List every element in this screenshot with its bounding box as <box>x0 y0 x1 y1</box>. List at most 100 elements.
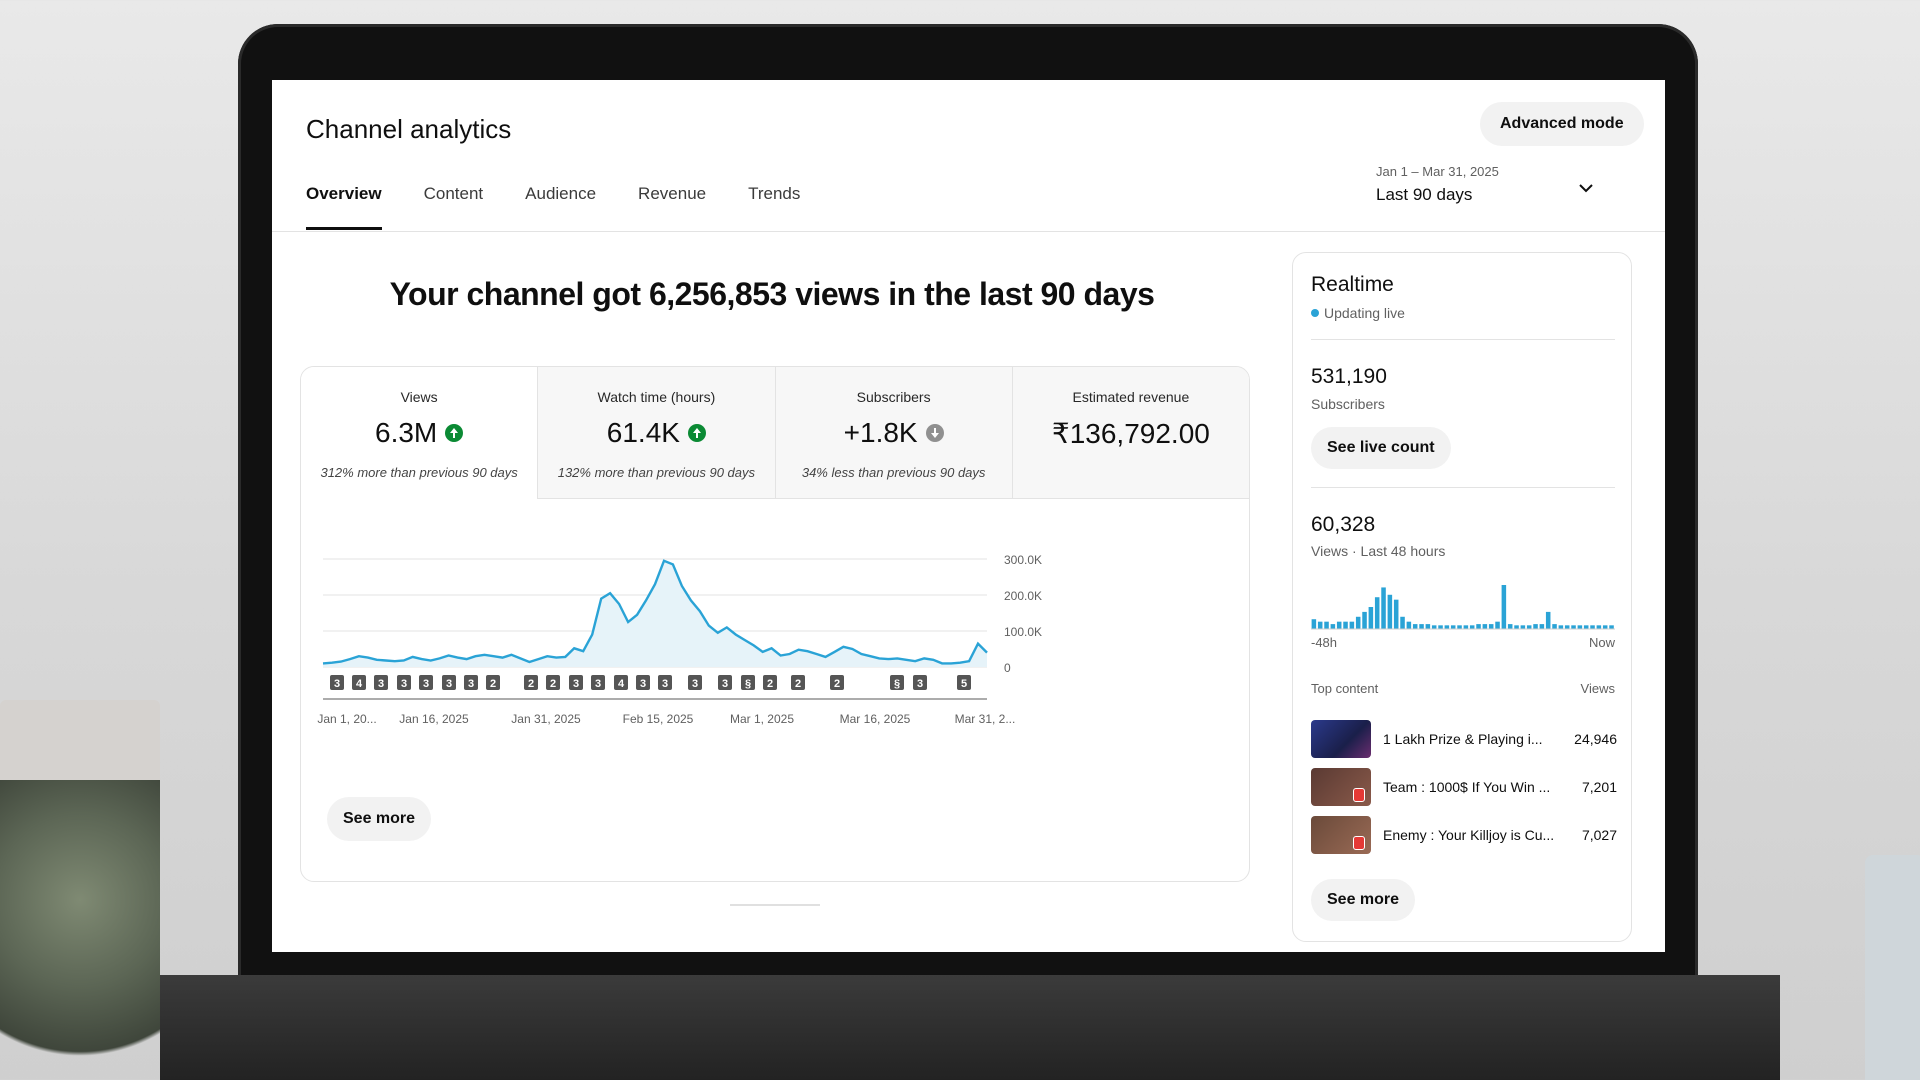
views-headline: Your channel got 6,256,853 views in the … <box>389 276 1155 312</box>
realtime-views-label: Views · Last 48 hours <box>1311 543 1446 559</box>
upload-marker <box>374 675 388 690</box>
arrow-up-icon <box>445 424 464 442</box>
tab-content[interactable]: Content <box>423 184 484 203</box>
shorts-marker-glyph: § <box>894 678 900 690</box>
date-range-picker[interactable]: Jan 1 – Mar 31, 2025 Last 90 days <box>1376 164 1616 214</box>
realtime-bar <box>1476 624 1481 629</box>
analytics-screen: Channel analytics Advanced mode Overview… <box>272 80 1665 952</box>
metric-tabs: Views 6.3M 312% more than previous 90 da… <box>301 367 1249 499</box>
metric-note: 34% less than previous 90 days <box>801 465 986 480</box>
divider <box>1311 487 1615 488</box>
see-live-count-button[interactable]: See live count <box>1311 427 1451 469</box>
y-tick-label: 100.0K <box>1004 625 1042 639</box>
realtime-bar <box>1583 625 1589 629</box>
realtime-bar <box>1393 599 1399 629</box>
realtime-axis-end: Now <box>1588 635 1615 650</box>
x-tick-label: Jan 16, 2025 <box>399 712 469 726</box>
shorts-marker-glyph: § <box>745 678 751 690</box>
upload-marker-count: 3 <box>692 678 698 690</box>
see-more-button[interactable]: See more <box>1311 879 1416 921</box>
upload-marker <box>397 675 411 690</box>
side-device <box>1865 855 1920 1080</box>
live-label: Updating live <box>1324 305 1405 321</box>
shorts-marker-icon <box>890 675 904 690</box>
realtime-bar <box>1469 625 1475 629</box>
metric-number: 6.3M <box>375 417 438 448</box>
upload-marker <box>636 675 650 690</box>
realtime-subscribers: 531,190 <box>1311 365 1387 388</box>
realtime-bar <box>1438 625 1443 629</box>
metric-subscribers[interactable]: Subscribers +1.8K 34% less than previous… <box>775 367 1013 499</box>
realtime-bar <box>1526 625 1532 629</box>
views-line <box>322 559 988 665</box>
upload-marker <box>330 675 344 690</box>
upload-marker-count: 3 <box>401 678 407 690</box>
metric-revenue[interactable]: Estimated revenue ₹136,792.00 <box>1012 367 1249 499</box>
date-range-text: Jan 1 – Mar 31, 2025 <box>1376 164 1499 179</box>
shorts-icon <box>1353 788 1365 802</box>
upload-marker <box>546 675 560 690</box>
advanced-mode-button[interactable]: Advanced mode <box>1480 102 1644 146</box>
tab-revenue[interactable]: Revenue <box>638 184 707 203</box>
top-content-views-label: Views <box>1580 681 1615 696</box>
upload-marker-count: 3 <box>722 678 728 690</box>
realtime-status: Updating live <box>1311 305 1405 321</box>
metric-views[interactable]: Views 6.3M 312% more than previous 90 da… <box>301 367 539 499</box>
metric-label: Subscribers <box>856 389 931 405</box>
upload-marker <box>569 675 583 690</box>
realtime-bar <box>1552 624 1557 629</box>
metric-label: Watch time (hours) <box>597 389 716 405</box>
tab-audience[interactable]: Audience <box>525 184 597 203</box>
upload-marker <box>486 675 500 690</box>
upload-marker <box>763 675 777 690</box>
upload-marker <box>524 675 538 690</box>
top-content-label: Top content <box>1311 681 1379 696</box>
realtime-bar <box>1311 619 1317 629</box>
x-tick-label: Mar 1, 2025 <box>730 712 794 726</box>
realtime-bar <box>1368 607 1374 629</box>
top-content-item[interactable]: Enemy : Your Killjoy is Cu... 7,027 <box>1311 815 1617 855</box>
realtime-bar <box>1355 616 1361 629</box>
views-chart: 300.0K 200.0K 100.0K 0 3 4 3 3 3 3 3 2 2 2 3 3 4 3 3 3 3 § 2 2 2… <box>301 499 1249 881</box>
realtime-bar <box>1507 624 1513 629</box>
realtime-bar <box>1419 624 1424 629</box>
upload-marker-count: 2 <box>767 678 773 690</box>
realtime-card: Realtime Updating live 531,190 Subscribe… <box>1292 252 1632 942</box>
upload-marker <box>688 675 702 690</box>
metric-number: 61.4K <box>606 417 680 448</box>
tab-overview[interactable]: Overview <box>306 184 382 230</box>
top-content-views: 7,027 <box>1581 827 1617 843</box>
upload-marker-count: 3 <box>468 678 474 690</box>
tab-trends[interactable]: Trends <box>748 184 801 203</box>
metric-watch-time[interactable]: Watch time (hours) 61.4K 132% more than … <box>538 367 776 499</box>
metric-number: ₹136,792.00 <box>1051 418 1210 449</box>
top-content-item[interactable]: 1 Lakh Prize & Playing i... 24,946 <box>1311 719 1617 759</box>
upload-marker <box>464 675 478 690</box>
upload-marker-count: 4 <box>618 678 625 690</box>
page-title: Channel analytics <box>306 114 512 144</box>
realtime-bar-chart <box>1311 585 1615 630</box>
top-content-views: 24,946 <box>1574 731 1617 747</box>
tab-bar: Overview Content Audience Revenue Trends <box>306 184 800 230</box>
upload-marker-count: 3 <box>917 678 923 690</box>
upload-marker-count: 2 <box>795 678 801 690</box>
upload-marker-count: 2 <box>490 678 496 690</box>
realtime-bar <box>1362 611 1367 629</box>
scroll-indicator <box>730 904 820 906</box>
upload-marker-count: 3 <box>423 678 429 690</box>
upload-marker-count: 2 <box>528 678 534 690</box>
realtime-bar <box>1602 625 1608 629</box>
video-thumbnail <box>1311 816 1371 854</box>
top-content-title: Team : 1000$ If You Win ... <box>1383 779 1551 795</box>
realtime-bar <box>1564 625 1570 629</box>
realtime-bar <box>1381 587 1386 629</box>
upload-marker <box>419 675 433 690</box>
metric-value: 6.3M <box>301 417 537 449</box>
realtime-bar <box>1412 624 1418 629</box>
realtime-subscribers-label: Subscribers <box>1311 396 1385 412</box>
top-content-item[interactable]: Team : 1000$ If You Win ... 7,201 <box>1311 767 1617 807</box>
realtime-bar <box>1495 621 1500 629</box>
top-content-title: Enemy : Your Killjoy is Cu... <box>1383 827 1555 843</box>
x-tick-label: Feb 15, 2025 <box>623 712 694 726</box>
see-more-button[interactable]: See more <box>327 797 432 841</box>
